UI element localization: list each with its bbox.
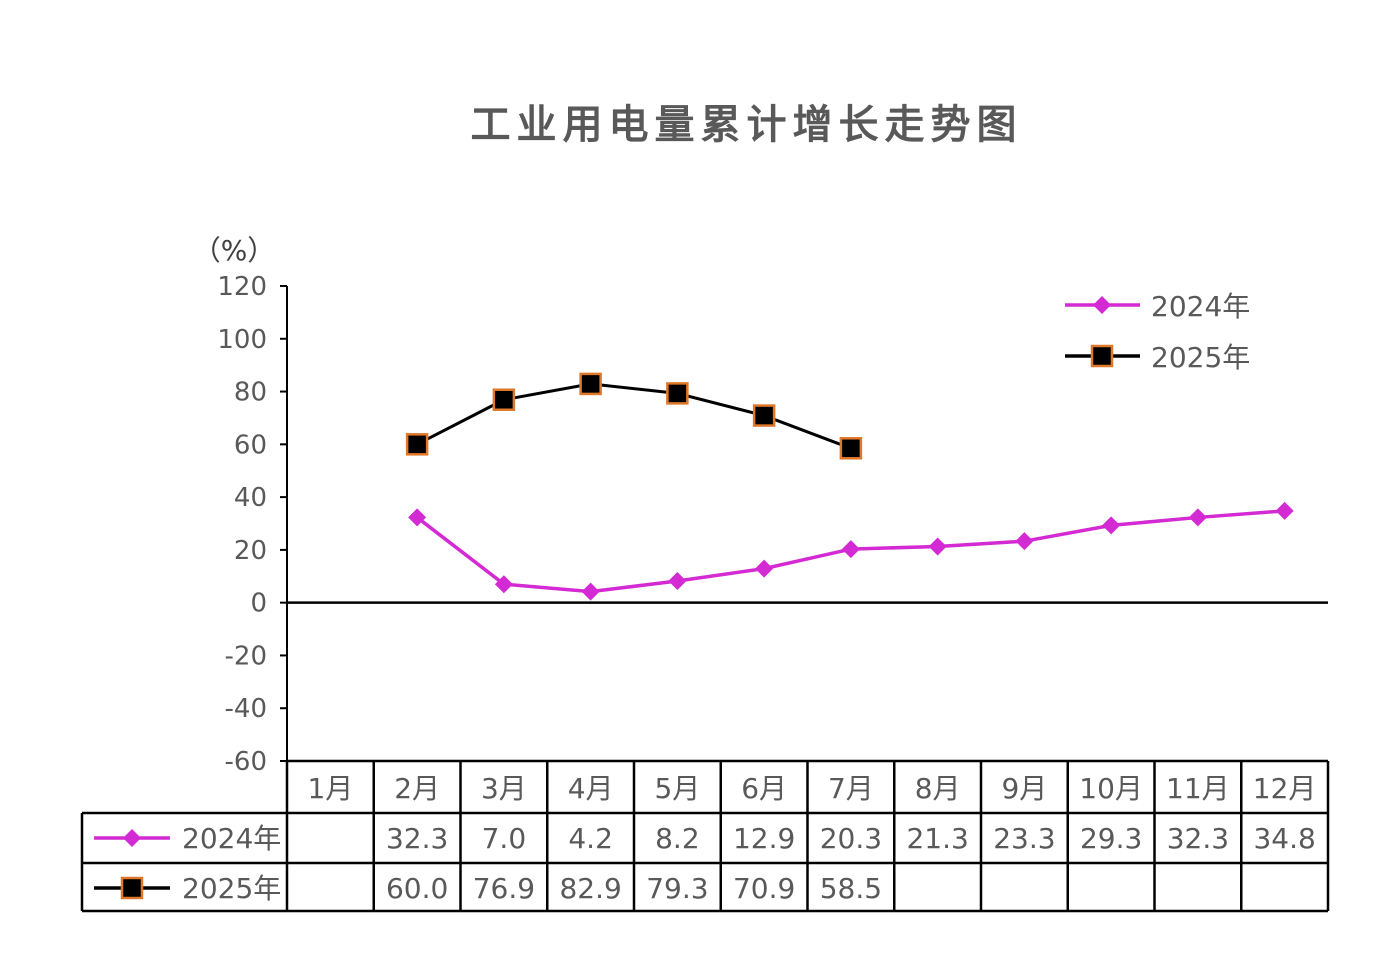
- table-series-name: 2025年: [182, 872, 281, 905]
- x-category-label: 5月: [654, 772, 700, 805]
- data-label: 32.3: [386, 822, 448, 855]
- series-1-point: [1015, 532, 1034, 551]
- y-tick-label: 40: [234, 483, 267, 513]
- x-category-label: 9月: [1001, 772, 1047, 805]
- data-label: 20.3: [820, 822, 882, 855]
- y-tick-label: 100: [217, 325, 267, 355]
- x-category-label: 3月: [481, 772, 527, 805]
- series-1-point: [668, 572, 687, 591]
- data-label: 12.9: [733, 822, 795, 855]
- series-2-point: [492, 388, 516, 411]
- series-2-point: [666, 382, 689, 405]
- data-label: 60.0: [386, 872, 448, 905]
- series-1-point: [494, 575, 513, 594]
- x-category-label: 6月: [741, 772, 787, 805]
- series-1-point: [581, 582, 600, 601]
- axes: [286, 286, 1328, 761]
- data-label: 58.5: [820, 872, 882, 905]
- table-series-key-marker: [123, 829, 141, 847]
- series-2-point: [752, 404, 776, 427]
- data-label: 34.8: [1253, 822, 1315, 855]
- x-category-label: 10月: [1079, 772, 1143, 805]
- data-label: 8.2: [655, 822, 700, 855]
- x-category-label: 7月: [828, 772, 874, 805]
- series-line-2: [416, 382, 852, 450]
- table-series-name: 2024年: [182, 822, 281, 855]
- legend-marker: [1090, 344, 1114, 368]
- chart-title: 工业用电量累计增长走势图: [470, 102, 1023, 148]
- legend-label: 2024年: [1151, 290, 1250, 323]
- y-tick-label: 120: [217, 272, 267, 302]
- y-axis-unit-label: （%）: [193, 234, 276, 267]
- series-2-point: [405, 433, 429, 456]
- legend-label: 2025年: [1151, 341, 1250, 374]
- x-category-label: 11月: [1166, 772, 1230, 805]
- series-2-point: [579, 372, 602, 396]
- data-label: 4.2: [568, 822, 613, 855]
- series-1-point: [1188, 508, 1207, 527]
- data-label: 79.3: [646, 872, 708, 905]
- y-tick-label: -20: [225, 641, 267, 671]
- y-tick-label: -60: [225, 747, 267, 777]
- data-label: 76.9: [473, 872, 535, 905]
- series-1-point: [755, 559, 774, 578]
- series-1-point: [841, 540, 860, 559]
- data-label: 7.0: [482, 822, 527, 855]
- series-lines: [405, 372, 1294, 601]
- y-tick-label: 20: [234, 536, 267, 566]
- legend-marker: [1093, 296, 1111, 314]
- series-1-point: [1275, 501, 1294, 520]
- x-category-label: 4月: [568, 772, 614, 805]
- series-1-point: [928, 537, 947, 556]
- data-label: 21.3: [906, 822, 968, 855]
- x-category-label: 2月: [394, 772, 440, 805]
- y-tick-label: 60: [234, 430, 267, 460]
- data-label: 82.9: [559, 872, 621, 905]
- x-category-label: 1月: [307, 772, 353, 805]
- x-category-label: 8月: [915, 772, 961, 805]
- legend: 2024年 2025年: [1065, 290, 1250, 374]
- data-label: 29.3: [1080, 822, 1142, 855]
- data-label: 32.3: [1167, 822, 1229, 855]
- y-tick-label: 0: [250, 589, 267, 619]
- series-1-point: [1102, 516, 1121, 535]
- data-label: 23.3: [993, 822, 1055, 855]
- x-category-label: 12月: [1253, 772, 1317, 805]
- data-table: 1月 2月 3月 4月 5月 6月 7月 8月 9月 10月 11月 12月 2024年 32.3 7.0 4…: [80, 759, 1330, 913]
- data-label: 70.9: [733, 872, 795, 905]
- table-series-key-marker: [120, 876, 144, 900]
- series-2-point: [839, 437, 863, 460]
- y-axis-ticks: -60 -40 -20 0 20 40 60 80 100 120: [217, 272, 287, 777]
- y-tick-label: -40: [225, 694, 267, 724]
- y-tick-label: 80: [234, 378, 267, 408]
- series-1-point: [408, 508, 427, 527]
